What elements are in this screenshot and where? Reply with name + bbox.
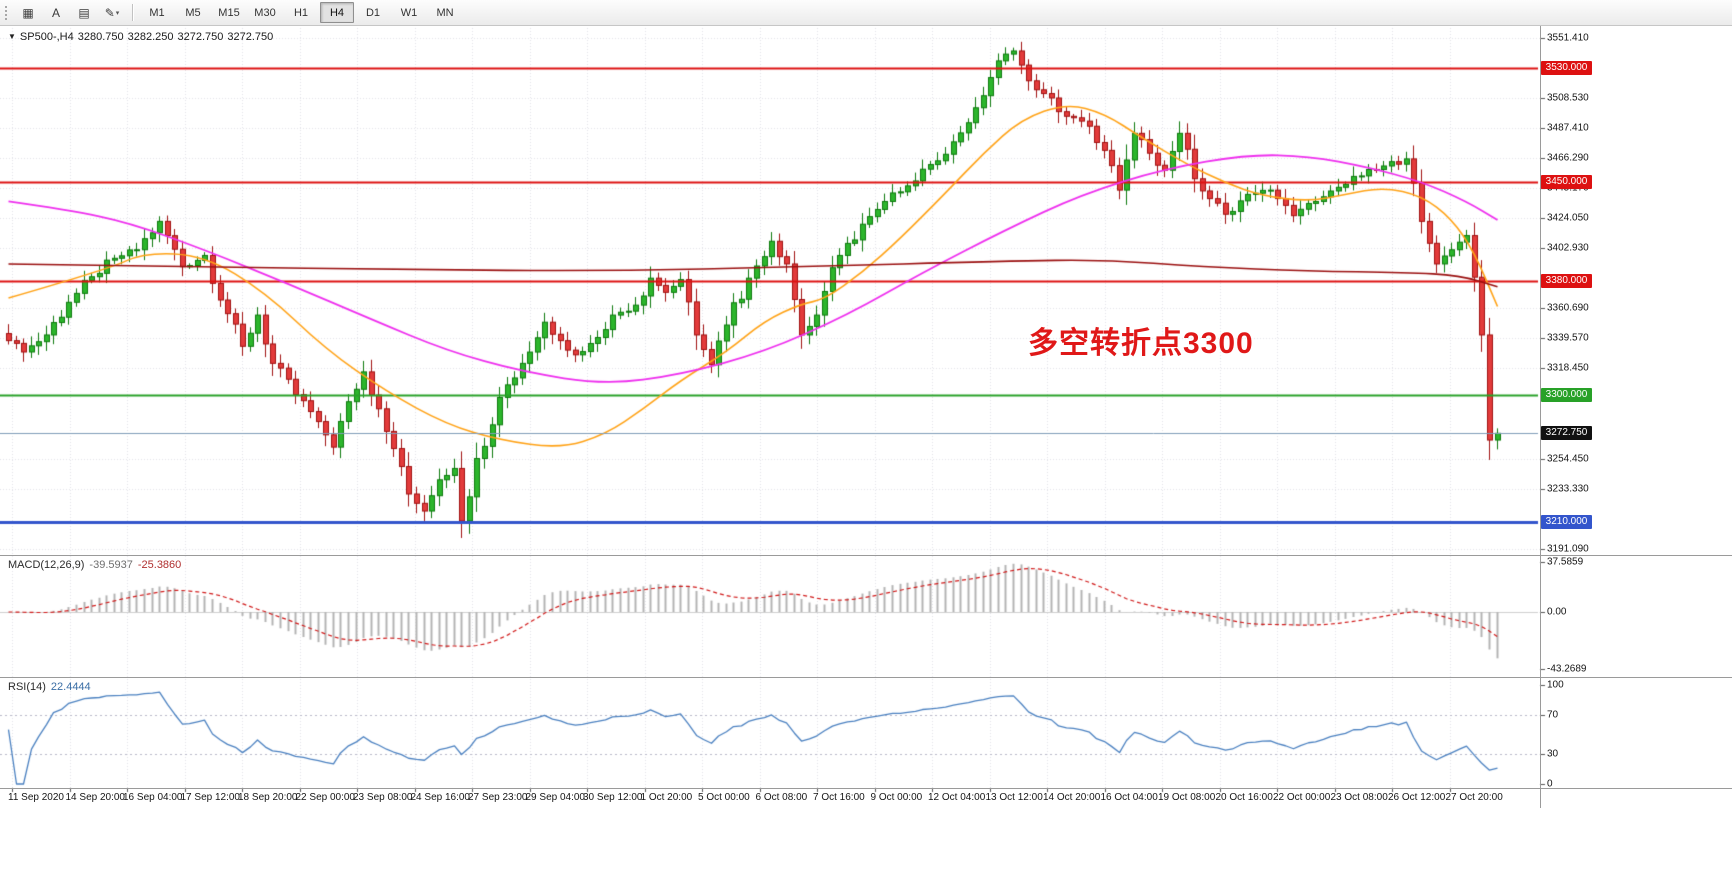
frame-tool-button[interactable]: ▤: [78, 5, 90, 20]
panel-splitter-timeaxis: [0, 788, 1732, 789]
price-axis-label: 3487.410: [1547, 122, 1589, 134]
symbol-ohlc-info[interactable]: ▼ SP500-,H4 3280.750 3282.250 3272.750 3272.7…: [8, 31, 277, 43]
time-axis-label: 6 Oct 08:00: [755, 792, 808, 803]
price-tag: 3530.000: [1541, 61, 1592, 75]
draw-tool-dropdown[interactable]: ✎ ▾: [104, 5, 120, 20]
time-axis-label: 20 Oct 16:00: [1215, 792, 1273, 803]
time-axis-label: 13 Oct 12:00: [985, 792, 1043, 803]
price-axis-label: 3424.050: [1547, 212, 1589, 224]
rsi-axis-label: 100: [1547, 679, 1564, 691]
time-axis-label: 26 Oct 12:00: [1388, 792, 1446, 803]
time-axis-label: 1 Oct 20:00: [640, 792, 693, 803]
time-axis-label: 14 Oct 20:00: [1043, 792, 1101, 803]
price-axis-label: 3551.410: [1547, 32, 1589, 44]
price-axis-label: 3191.090: [1547, 543, 1589, 555]
macd-axis-label: 0.00: [1547, 606, 1567, 618]
price-axis-label: 3402.930: [1547, 242, 1589, 254]
time-axis-label: 16 Oct 04:00: [1100, 792, 1158, 803]
time-axis-label: 9 Oct 00:00: [870, 792, 923, 803]
collapse-icon[interactable]: ▼: [8, 32, 16, 41]
panel-splitter-macd[interactable]: [0, 555, 1732, 556]
timeframe-button-m5[interactable]: M5: [185, 6, 201, 19]
ohlc-high: 3282.250: [127, 31, 174, 43]
time-axis-label: 5 Oct 00:00: [698, 792, 750, 803]
time-axis-label: 23 Sep 08:00: [353, 792, 413, 803]
macd-axis-label: -43.2689: [1547, 663, 1587, 675]
time-axis-label: 12 Oct 04:00: [928, 792, 986, 803]
time-axis-label: 27 Sep 23:00: [468, 792, 528, 803]
timeframe-button-mn[interactable]: MN: [436, 6, 454, 19]
macd-name: MACD(12,26,9): [8, 559, 85, 571]
time-axis-label: 16 Sep 04:00: [123, 792, 183, 803]
price-tag: 3210.000: [1541, 515, 1592, 530]
time-axis-label: 11 Sep 2020: [8, 792, 64, 803]
time-axis-label: 30 Sep 12:00: [583, 792, 643, 803]
macd-indicator-label: MACD(12,26,9) -39.5937 -25.3860: [8, 559, 181, 571]
time-axis-label: 19 Oct 08:00: [1158, 792, 1216, 803]
time-axis-label: 7 Oct 16:00: [813, 792, 865, 803]
symbol-timeframe: SP500-,H4: [19, 31, 74, 43]
price-axis-label: 3254.450: [1547, 453, 1589, 465]
panel-splitter-rsi[interactable]: [0, 677, 1732, 678]
price-tag: 3272.750: [1541, 426, 1592, 441]
timeframe-button-h1[interactable]: H1: [293, 6, 309, 19]
timeframe-button-m30[interactable]: M30: [254, 6, 276, 19]
macd-main-value: -39.5937: [89, 559, 133, 571]
timeframe-button-h4[interactable]: H4: [320, 2, 354, 23]
toolbar-grip[interactable]: [4, 4, 9, 21]
time-axis-label: 27 Oct 20:00: [1445, 792, 1503, 803]
toolbar-tools: ▦ A ▤ ✎ ▾: [14, 2, 126, 24]
time-axis-label: 14 Sep 20:00: [65, 792, 126, 803]
price-axis-label: 3233.330: [1547, 483, 1589, 495]
toolbar-separator: [132, 4, 133, 21]
rsi-axis-label: 70: [1547, 709, 1559, 721]
text-tool-button[interactable]: A: [51, 5, 60, 20]
price-axis-label: 3318.450: [1547, 362, 1589, 374]
price-axis-label: 3466.290: [1547, 152, 1589, 164]
chevron-down-icon: ▾: [115, 9, 120, 17]
rsi-indicator-label: RSI(14) 22.4444: [8, 681, 91, 693]
price-tag: 3300.000: [1541, 387, 1592, 402]
chart-grid-icon[interactable]: ▦: [22, 5, 34, 20]
time-axis-label: 24 Sep 16:00: [410, 792, 471, 803]
price-axis-label: 3508.530: [1547, 92, 1589, 104]
time-axis-label: 22 Oct 00:00: [1273, 792, 1331, 803]
ohlc-open: 3280.750: [77, 31, 124, 43]
timeframe-button-d1[interactable]: D1: [365, 6, 381, 19]
rsi-axis-label: 0: [1547, 778, 1553, 790]
axis-separator-line: [1540, 26, 1541, 808]
timeframe-button-w1[interactable]: W1: [400, 6, 418, 19]
macd-signal-value: -25.3860: [137, 559, 182, 571]
price-tag: 3450.000: [1541, 174, 1592, 189]
rsi-axis-label: 30: [1547, 748, 1559, 760]
time-axis-label: 23 Oct 08:00: [1330, 792, 1388, 803]
ohlc-low: 3272.750: [177, 31, 224, 43]
time-axis-label: 17 Sep 12:00: [180, 792, 241, 803]
toolbar: ▦ A ▤ ✎ ▾ M1 M5 M15 M30 H1 H4 D1 W1 MN: [0, 0, 1732, 26]
chart-text-annotation[interactable]: 多空转折点3300: [1028, 327, 1254, 360]
time-axis-label: 29 Sep 04:00: [525, 792, 586, 803]
price-tag: 3380.000: [1541, 274, 1592, 288]
ohlc-close: 3272.750: [227, 31, 274, 43]
macd-axis-label: 37.5859: [1547, 556, 1584, 568]
price-axis-label: 3360.690: [1547, 302, 1589, 314]
timeframe-button-m1[interactable]: M1: [149, 6, 165, 19]
timeframe-button-m15[interactable]: M15: [218, 6, 240, 19]
rsi-value: 22.4444: [50, 681, 91, 693]
time-axis-label: 18 Sep 20:00: [238, 792, 298, 803]
price-axis-label: 3339.570: [1547, 332, 1589, 344]
time-axis-label: 22 Sep 00:00: [295, 792, 356, 803]
rsi-name: RSI(14): [8, 681, 46, 693]
timeframe-buttons: M1 M5 M15 M30 H1 H4 D1 W1 MN: [139, 2, 463, 23]
